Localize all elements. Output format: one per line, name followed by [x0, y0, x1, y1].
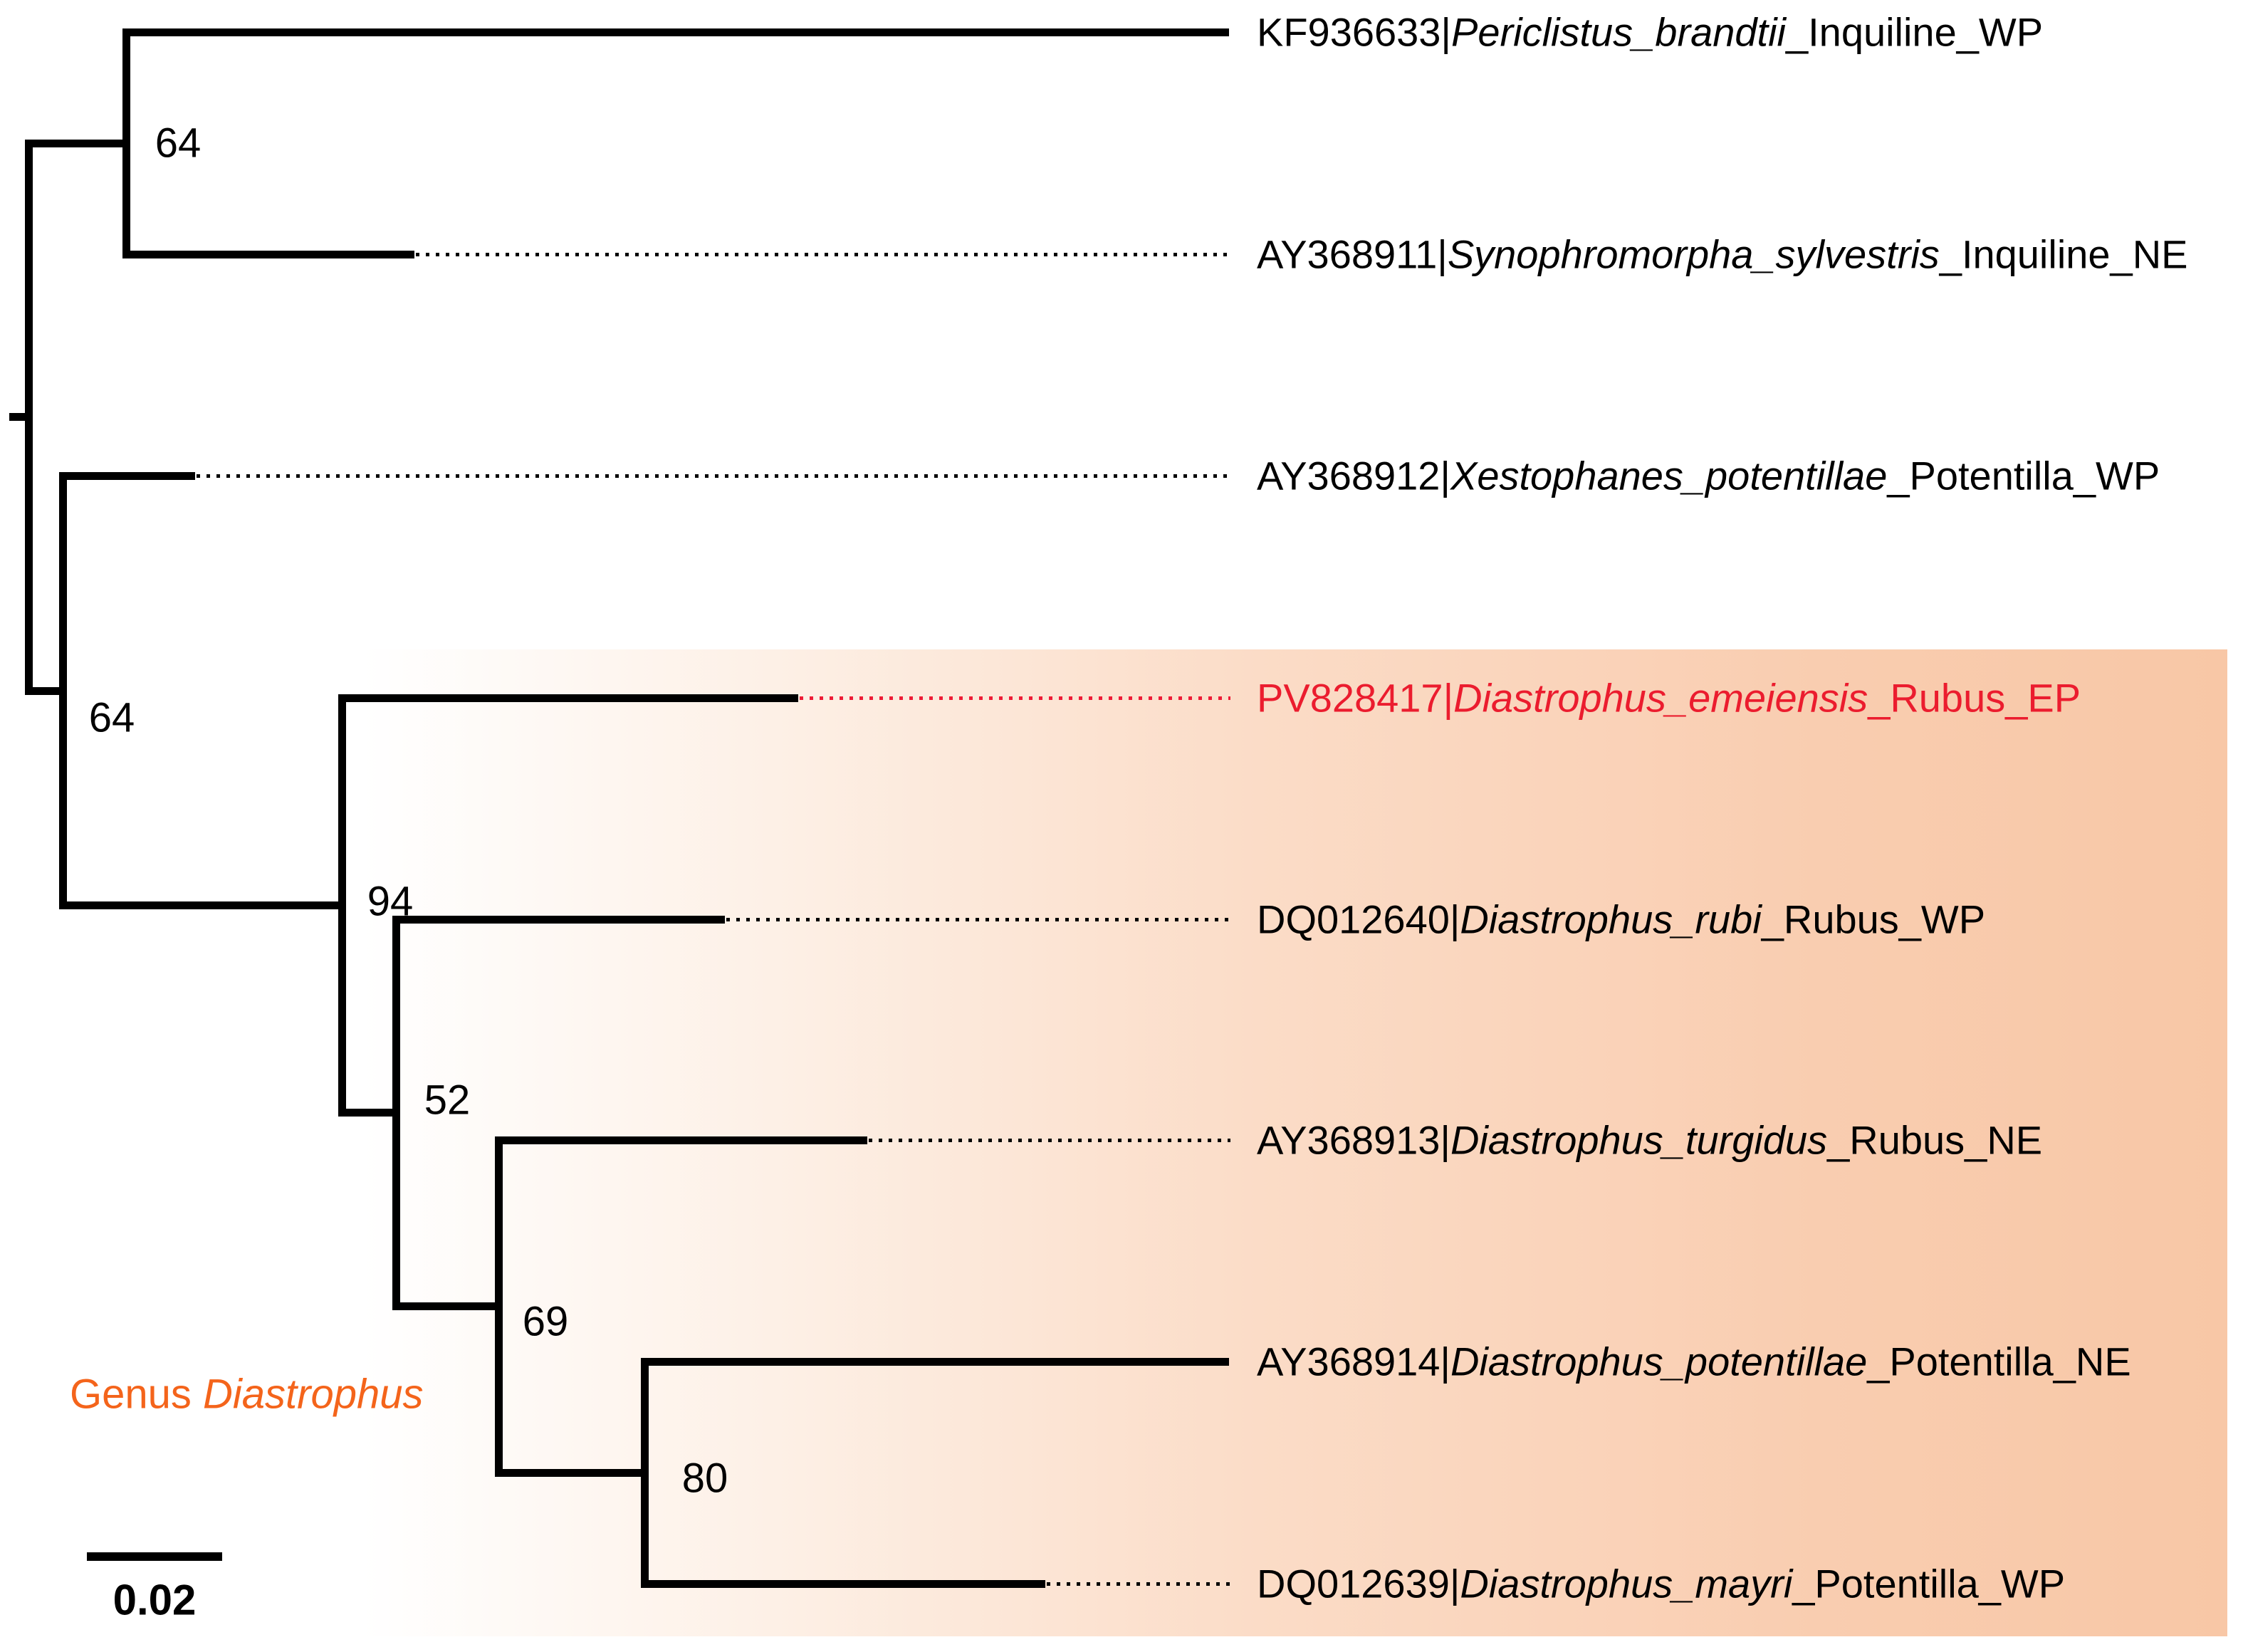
- genus-clade-label-prefix: Genus: [70, 1371, 203, 1418]
- taxon-species-name: Diastrophus_turgidus: [1450, 1117, 1828, 1163]
- taxon-species-name: Synophromorpha_sylvestris: [1447, 231, 1940, 277]
- taxon-host-region: _Rubus_WP: [1761, 896, 1986, 942]
- branch-vertical: [122, 28, 130, 258]
- bootstrap-support-label: 80: [681, 1455, 728, 1502]
- branch-vertical: [24, 139, 33, 695]
- branch-dotted-line: [726, 917, 1230, 921]
- taxon-host-region: _Rubus_EP: [1868, 675, 2081, 721]
- taxon-host-region: _Potentilla_WP: [1792, 1561, 2066, 1606]
- branch-horizontal: [9, 412, 33, 421]
- taxon-species-name: Diastrophus_mayri: [1460, 1561, 1793, 1606]
- taxon-label: KF936633|Periclistus_brandtii_Inquiline_…: [1257, 9, 2043, 56]
- branch-dotted-line: [197, 474, 1230, 478]
- taxon-accession: AY368912|: [1257, 453, 1450, 498]
- taxon-label: AY368914|Diastrophus_potentillae_Potenti…: [1257, 1339, 2131, 1385]
- bootstrap-support-label: 64: [88, 694, 135, 741]
- genus-clade-label: Genus Diastrophus: [70, 1371, 423, 1418]
- taxon-accession: KF936633|: [1257, 9, 1451, 55]
- taxon-host-region: _Potentilla_NE: [1867, 1339, 2131, 1384]
- branch-vertical: [494, 1136, 503, 1477]
- taxon-host-region: _Rubus_NE: [1827, 1117, 2043, 1163]
- taxon-label: DQ012639|Diastrophus_mayri_Potentilla_WP: [1257, 1561, 2065, 1607]
- branch-horizontal: [494, 1136, 867, 1144]
- bootstrap-support-label: 64: [155, 120, 202, 167]
- branch-horizontal: [24, 686, 67, 695]
- taxon-accession: DQ012640|: [1257, 896, 1460, 942]
- taxon-label-highlighted: PV828417|Diastrophus_emeiensis_Rubus_EP: [1257, 675, 2081, 721]
- taxon-host-region: _Potentilla_WP: [1887, 453, 2160, 498]
- branch-dotted-line: [416, 252, 1230, 256]
- scale-bar-label: 0.02: [113, 1576, 197, 1624]
- taxon-label: DQ012640|Diastrophus_rubi_Rubus_WP: [1257, 896, 1985, 943]
- taxon-species-name: Diastrophus_emeiensis: [1453, 675, 1868, 721]
- taxon-host-region: _Inquiline_NE: [1939, 231, 2188, 277]
- branch-dotted-line-red: [800, 696, 1230, 700]
- taxon-accession: PV828417|: [1257, 675, 1454, 721]
- branch-horizontal: [640, 1579, 1045, 1588]
- taxon-species-name: Diastrophus_rubi: [1460, 896, 1762, 942]
- branch-horizontal: [122, 28, 1229, 36]
- branch-horizontal: [122, 250, 414, 258]
- taxon-species-name: Diastrophus_potentillae: [1450, 1339, 1868, 1384]
- bootstrap-support-label: 52: [424, 1077, 471, 1124]
- taxon-label: AY368912|Xestophanes_potentillae_Potenti…: [1257, 453, 2160, 499]
- branch-dotted-line: [1047, 1582, 1230, 1586]
- branch-vertical: [58, 471, 67, 909]
- taxon-accession: AY368911|: [1257, 231, 1448, 277]
- taxon-accession: AY368913|: [1257, 1117, 1450, 1163]
- branch-horizontal: [494, 1468, 649, 1477]
- branch-horizontal: [338, 1108, 400, 1117]
- branch-horizontal: [338, 694, 798, 702]
- branch-horizontal: [392, 1302, 503, 1310]
- branch-vertical: [338, 694, 346, 1117]
- branch-vertical: [640, 1357, 649, 1588]
- bootstrap-support-label: 69: [522, 1298, 569, 1345]
- taxon-accession: DQ012639|: [1257, 1561, 1460, 1606]
- taxon-species-name: Xestophanes_potentillae: [1450, 453, 1888, 498]
- branch-dotted-line: [869, 1138, 1230, 1142]
- branch-horizontal: [58, 471, 195, 480]
- taxon-label: AY368911|Synophromorpha_sylvestris_Inqui…: [1257, 231, 2187, 278]
- taxon-accession: AY368914|: [1257, 1339, 1450, 1384]
- branch-horizontal: [640, 1357, 1229, 1366]
- taxon-host-region: _Inquiline_WP: [1785, 9, 2044, 55]
- taxon-label: AY368913|Diastrophus_turgidus_Rubus_NE: [1257, 1117, 2042, 1164]
- branch-horizontal: [392, 915, 725, 924]
- branch-horizontal: [24, 139, 130, 147]
- scale-bar: [87, 1552, 222, 1561]
- taxon-species-name: Periclistus_brandtii: [1450, 9, 1786, 55]
- branch-horizontal: [58, 901, 346, 909]
- genus-clade-label-name: Diastrophus: [203, 1371, 424, 1418]
- bootstrap-support-label: 94: [367, 878, 414, 925]
- branch-vertical: [392, 915, 400, 1310]
